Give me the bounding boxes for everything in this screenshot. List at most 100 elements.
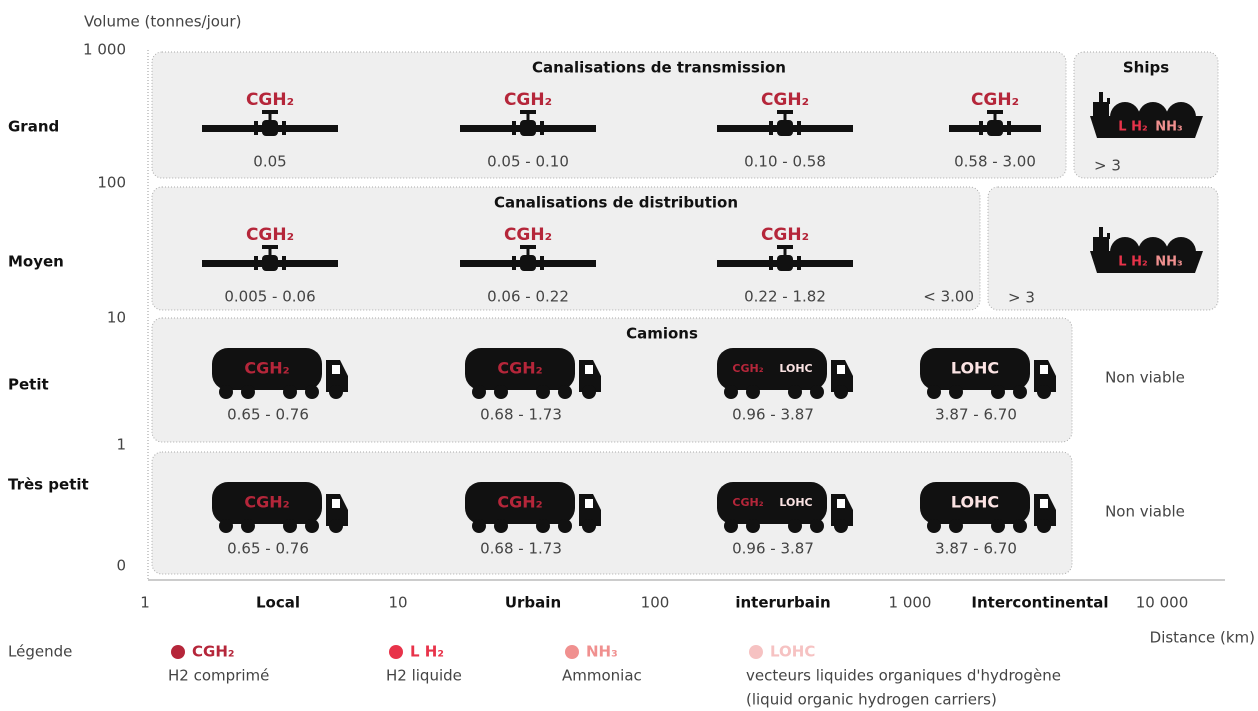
carrier-label: CGH₂ [504, 90, 552, 110]
range: 0.68 - 1.73 [480, 406, 562, 424]
wheel [788, 385, 802, 399]
tank [717, 348, 827, 390]
cab [1034, 494, 1056, 526]
pipe-icon [202, 110, 338, 136]
tank [212, 348, 322, 390]
carrier-label: CGH₂ [246, 225, 294, 245]
wheel [927, 385, 941, 399]
cab [579, 494, 601, 526]
wheel [329, 519, 343, 533]
carrier-label: CGH₂ [971, 90, 1019, 110]
handle [262, 110, 278, 114]
flange [512, 256, 516, 270]
wheel [494, 385, 508, 399]
row-label: Moyen [8, 253, 64, 271]
mast [1099, 227, 1103, 239]
stem [268, 247, 272, 257]
range: 0.10 - 0.58 [744, 153, 826, 171]
window [837, 365, 845, 374]
handle [520, 110, 536, 114]
wheel [949, 385, 963, 399]
wheel [788, 519, 802, 533]
flange [769, 121, 773, 135]
wheel [1037, 519, 1051, 533]
range: 0.96 - 3.87 [732, 540, 814, 558]
range: 0.96 - 3.87 [732, 406, 814, 424]
ship-icon: L H₂ NH₃ [1090, 227, 1203, 273]
truck-icon: LOHC [920, 348, 1056, 399]
tank [920, 482, 1030, 524]
handle [987, 110, 1003, 114]
panel-title: Canalisations de transmission [532, 59, 786, 77]
valve [520, 255, 536, 271]
flange [512, 121, 516, 135]
valve [777, 255, 793, 271]
cab [831, 494, 853, 526]
hull [1090, 116, 1203, 138]
handle [777, 110, 793, 114]
legend-dot [749, 645, 763, 659]
truck-carrier: LOHC [779, 496, 812, 509]
note: < 3.00 [923, 288, 974, 306]
row-label: Très petit [8, 476, 89, 494]
tank [1166, 237, 1196, 252]
wheel [241, 385, 255, 399]
valve [262, 255, 278, 271]
non-viable: Non viable [1105, 369, 1185, 387]
carrier-label: CGH₂ [504, 225, 552, 245]
panel [151, 51, 1067, 179]
valve [520, 120, 536, 136]
truck-carrier: CGH₂ [732, 362, 763, 375]
range: 3.87 - 6.70 [935, 540, 1017, 558]
cab [579, 360, 601, 392]
wheel [558, 519, 572, 533]
window [585, 499, 593, 508]
wheel [558, 385, 572, 399]
window [837, 499, 845, 508]
wheel [991, 519, 1005, 533]
range: 0.05 [253, 153, 286, 171]
legend-name: LOHC [770, 643, 815, 661]
wheel [991, 385, 1005, 399]
legend-description: vecteurs liquides organiques d'hydrogène [746, 667, 1061, 685]
mast [1099, 92, 1103, 104]
stem [783, 247, 787, 257]
wheel [949, 519, 963, 533]
truck-carrier: CGH₂ [244, 359, 289, 378]
tank [1110, 102, 1140, 117]
range: 0.65 - 0.76 [227, 540, 309, 558]
window [1040, 365, 1048, 374]
wheel [1013, 385, 1027, 399]
handle [520, 245, 536, 249]
wheel [494, 519, 508, 533]
x-category: interurbain [735, 594, 830, 612]
truck-icon: CGH₂ LOHC [717, 482, 853, 533]
x-tick-label: 1 [140, 594, 150, 612]
valve [987, 120, 1003, 136]
range: 0.58 - 3.00 [954, 153, 1036, 171]
pipe-icon [460, 110, 596, 136]
legend-description: H2 liquide [386, 667, 462, 685]
flange [979, 121, 983, 135]
truck-carrier: LOHC [951, 493, 999, 512]
wheel [810, 519, 824, 533]
non-viable: Non viable [1105, 503, 1185, 521]
range: 0.005 - 0.06 [224, 288, 315, 306]
tank [1166, 102, 1196, 117]
cab [831, 360, 853, 392]
wheel [472, 385, 486, 399]
row-label: Petit [8, 376, 49, 394]
ship-carrier: NH₃ [1155, 255, 1182, 270]
flange [254, 256, 258, 270]
mast [1107, 233, 1110, 239]
truck-carrier: CGH₂ [497, 359, 542, 378]
legend-description: H2 comprimé [168, 667, 269, 685]
wheel [283, 519, 297, 533]
truck-icon: LOHC [920, 482, 1056, 533]
range: 0.06 - 0.22 [487, 288, 569, 306]
truck-carrier: CGH₂ [497, 493, 542, 512]
x-category: Urbain [505, 594, 561, 612]
pipe-icon [949, 110, 1041, 136]
tank [1138, 102, 1168, 117]
wheel [746, 385, 760, 399]
